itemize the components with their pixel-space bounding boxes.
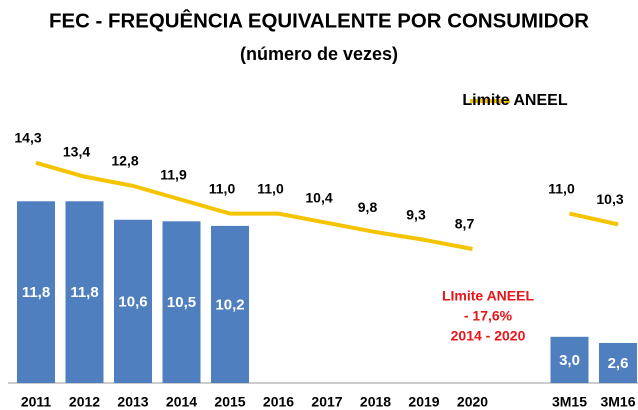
line-value-label: 11,0 <box>257 180 284 196</box>
x-tick-label: 2012 <box>69 394 100 410</box>
bar <box>17 201 55 383</box>
x-tick-label: 3M16 <box>600 394 635 410</box>
line-value-label: 12,8 <box>111 153 138 169</box>
chart-title: FEC - FREQUÊNCIA EQUIVALENTE POR CONSUMI… <box>49 8 590 32</box>
line-value-label: 9,3 <box>406 206 426 222</box>
x-tick-label: 2019 <box>408 394 439 410</box>
x-tick-label: 3M15 <box>552 394 587 410</box>
line-value-label: 11,0 <box>209 180 236 196</box>
bar-value-label: 11,8 <box>22 284 50 301</box>
bar-value-label: 10,6 <box>118 293 147 310</box>
x-tick-label: 2017 <box>311 394 342 410</box>
x-tick-label: 2016 <box>263 394 294 410</box>
annotation: - 17,6% <box>464 308 513 324</box>
x-tick-label: 2013 <box>117 394 148 410</box>
line-value-label: 9,8 <box>358 199 378 215</box>
line-value-label: 14,3 <box>14 129 41 145</box>
bar <box>550 336 589 383</box>
bar-value-label: 10,2 <box>215 296 244 313</box>
x-tick-label: 2020 <box>457 394 488 410</box>
bar-value-label: 2,6 <box>608 355 629 372</box>
line-value-label: 8,7 <box>455 216 475 232</box>
annotation: LImite ANEEL <box>442 288 534 304</box>
bar <box>65 201 104 383</box>
bar-value-label: 3,0 <box>559 352 580 369</box>
line-value-label: 10,3 <box>596 191 623 207</box>
x-tick-label: 2014 <box>166 394 197 410</box>
annotation: 2014 - 2020 <box>451 328 526 344</box>
x-tick-label: 2011 <box>21 394 52 410</box>
line-value-label: 10,4 <box>305 190 332 206</box>
x-tick-label: 2018 <box>360 394 391 410</box>
bar-value-label: 10,5 <box>167 294 196 311</box>
line-value-label: 11,9 <box>160 166 187 182</box>
bar <box>211 225 249 383</box>
line <box>35 160 473 251</box>
bar <box>114 219 152 383</box>
bar-value-label: 11,8 <box>70 284 98 301</box>
bar <box>162 221 201 383</box>
line-value-label: 13,4 <box>63 143 90 159</box>
legend-label: Limite ANEEL <box>462 92 567 109</box>
line-value-label: 11,0 <box>548 180 575 196</box>
chart-subtitle: (número de vezes) <box>240 44 398 64</box>
x-tick-label: 2015 <box>214 394 245 410</box>
line <box>569 211 619 227</box>
bar <box>599 342 637 383</box>
